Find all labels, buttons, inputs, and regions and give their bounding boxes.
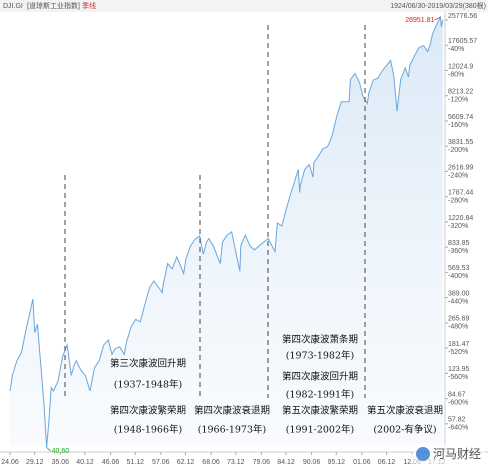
watermark-bg — [412, 444, 485, 464]
phase-label: 第五次康波衰退期 — [367, 405, 443, 417]
period-label: 季线 — [82, 1, 96, 10]
y-tick-label: 84.67 — [448, 391, 466, 398]
y-tick-label: 2616.99 — [448, 164, 473, 171]
phase-label: 第三次康波回升期 — [110, 358, 186, 370]
x-tick-label: 57.06 — [152, 459, 170, 466]
phase-period: (1948-1966年) — [114, 424, 182, 436]
y-tick-label: 3831.55 — [448, 139, 473, 146]
watermark-text: 河马财经 — [433, 447, 481, 461]
phase-period: (1973-1982年) — [286, 350, 354, 362]
y-tick-sublabel: -240% — [448, 172, 468, 179]
chart-subtitle: [道琼斯工业指数] — [27, 1, 80, 10]
phase-label: 第四次康波衰退期 — [194, 405, 270, 417]
phase-period: (1937-1948年) — [114, 379, 182, 391]
x-tick-label: 84.12 — [277, 459, 295, 466]
x-tick-label: 68.06 — [202, 459, 220, 466]
phase-label: 第四次康波繁荣期 — [110, 405, 186, 417]
phase-label: 第五次康波繁荣期 — [282, 405, 358, 417]
y-tick-label: 265.69 — [448, 316, 470, 323]
y-tick-sublabel: -280% — [448, 198, 468, 205]
y-tick-sublabel: -40% — [448, 46, 464, 53]
area-fill — [10, 17, 443, 448]
y-tick-label: 12024.9 — [448, 63, 473, 70]
x-tick-label: 46.06 — [102, 459, 120, 466]
watermark: 河马财经 — [412, 444, 485, 464]
header-bar — [0, 0, 488, 12]
y-tick-sublabel: -600% — [448, 399, 468, 406]
x-tick-label: 51.12 — [126, 459, 144, 466]
y-tick-sublabel: -560% — [448, 374, 468, 381]
y-tick-label: 25776.56 — [448, 13, 477, 20]
y-tick-label: 569.53 — [448, 265, 470, 272]
annotation-pointer — [434, 16, 441, 21]
x-tick-label: 73.12 — [227, 459, 245, 466]
phase-dividers — [64, 25, 366, 398]
y-tick-label: 1787.44 — [448, 190, 473, 197]
y-tick-sublabel: -80% — [448, 71, 464, 78]
y-tick-label: 389.00 — [448, 290, 470, 297]
y-tick-sublabel: -120% — [448, 97, 468, 104]
phase-period: (1966-1973年) — [198, 424, 266, 436]
y-tick-sublabel: -640% — [448, 425, 468, 432]
chart-title: DJI.GI — [3, 3, 23, 10]
x-tick-label: 29.12 — [26, 459, 44, 466]
y-tick-label: 17605.57 — [448, 38, 477, 45]
y-tick-sublabel: -200% — [448, 147, 468, 154]
y-tick-sublabel: -480% — [448, 324, 468, 331]
phase-period: (1991-2002年) — [286, 424, 354, 436]
x-tick-label: 95.12 — [327, 459, 345, 466]
phase-label: 第四次康波萧条期 — [282, 334, 358, 346]
range-label: 1924/06/30-2019/03/29(380根) — [390, 1, 486, 10]
plot: 25776.5617605.57-40%12024.9-80%8213.22-1… — [1, 13, 477, 466]
phase-period: (1982-1991年) — [286, 389, 354, 401]
y-tick-sublabel: -160% — [448, 122, 468, 129]
x-tick-label: 62.12 — [177, 459, 195, 466]
y-tick-label: 123.95 — [448, 366, 470, 373]
y-tick-label: 8213.22 — [448, 89, 473, 96]
x-tick-label: 06.12 — [378, 459, 396, 466]
annotation-pointer — [46, 446, 51, 452]
x-tick-label: 24.06 — [1, 459, 19, 466]
y-tick-label: 1220.84 — [448, 215, 473, 222]
y-tick-sublabel: -520% — [448, 349, 468, 356]
x-tick-label: 01.06 — [353, 459, 371, 466]
y-tick-sublabel: -320% — [448, 223, 468, 230]
phase-period: (2002-有争议) — [373, 424, 436, 436]
x-tick-label: 90.06 — [303, 459, 321, 466]
annotation-label: 40.60 — [52, 448, 70, 455]
x-tick-label: 79.06 — [253, 459, 271, 466]
phase-labels: 第三次康波回升期 (1937-1948年) 第四次康波繁荣期 (1948-196… — [110, 334, 443, 436]
watermark-icon — [416, 447, 430, 461]
price-line — [9, 15, 444, 448]
y-tick-label: 5609.74 — [448, 114, 473, 121]
y-tick-sublabel: -360% — [448, 248, 468, 255]
y-tick-label: 181.47 — [448, 341, 470, 348]
y-tick-sublabel: -400% — [448, 273, 468, 280]
x-tick-label: 40.12 — [76, 459, 94, 466]
y-tick-sublabel: -440% — [448, 298, 468, 305]
annotation-label: 26951.81 — [405, 17, 434, 24]
y-tick-label: 833.85 — [448, 240, 470, 247]
x-tick-label: 12.06 — [403, 459, 421, 466]
y-tick-label: 57.82 — [448, 417, 466, 424]
phase-label: 第四次康波回升期 — [282, 371, 358, 383]
x-tick-label: 35.06 — [52, 459, 70, 466]
